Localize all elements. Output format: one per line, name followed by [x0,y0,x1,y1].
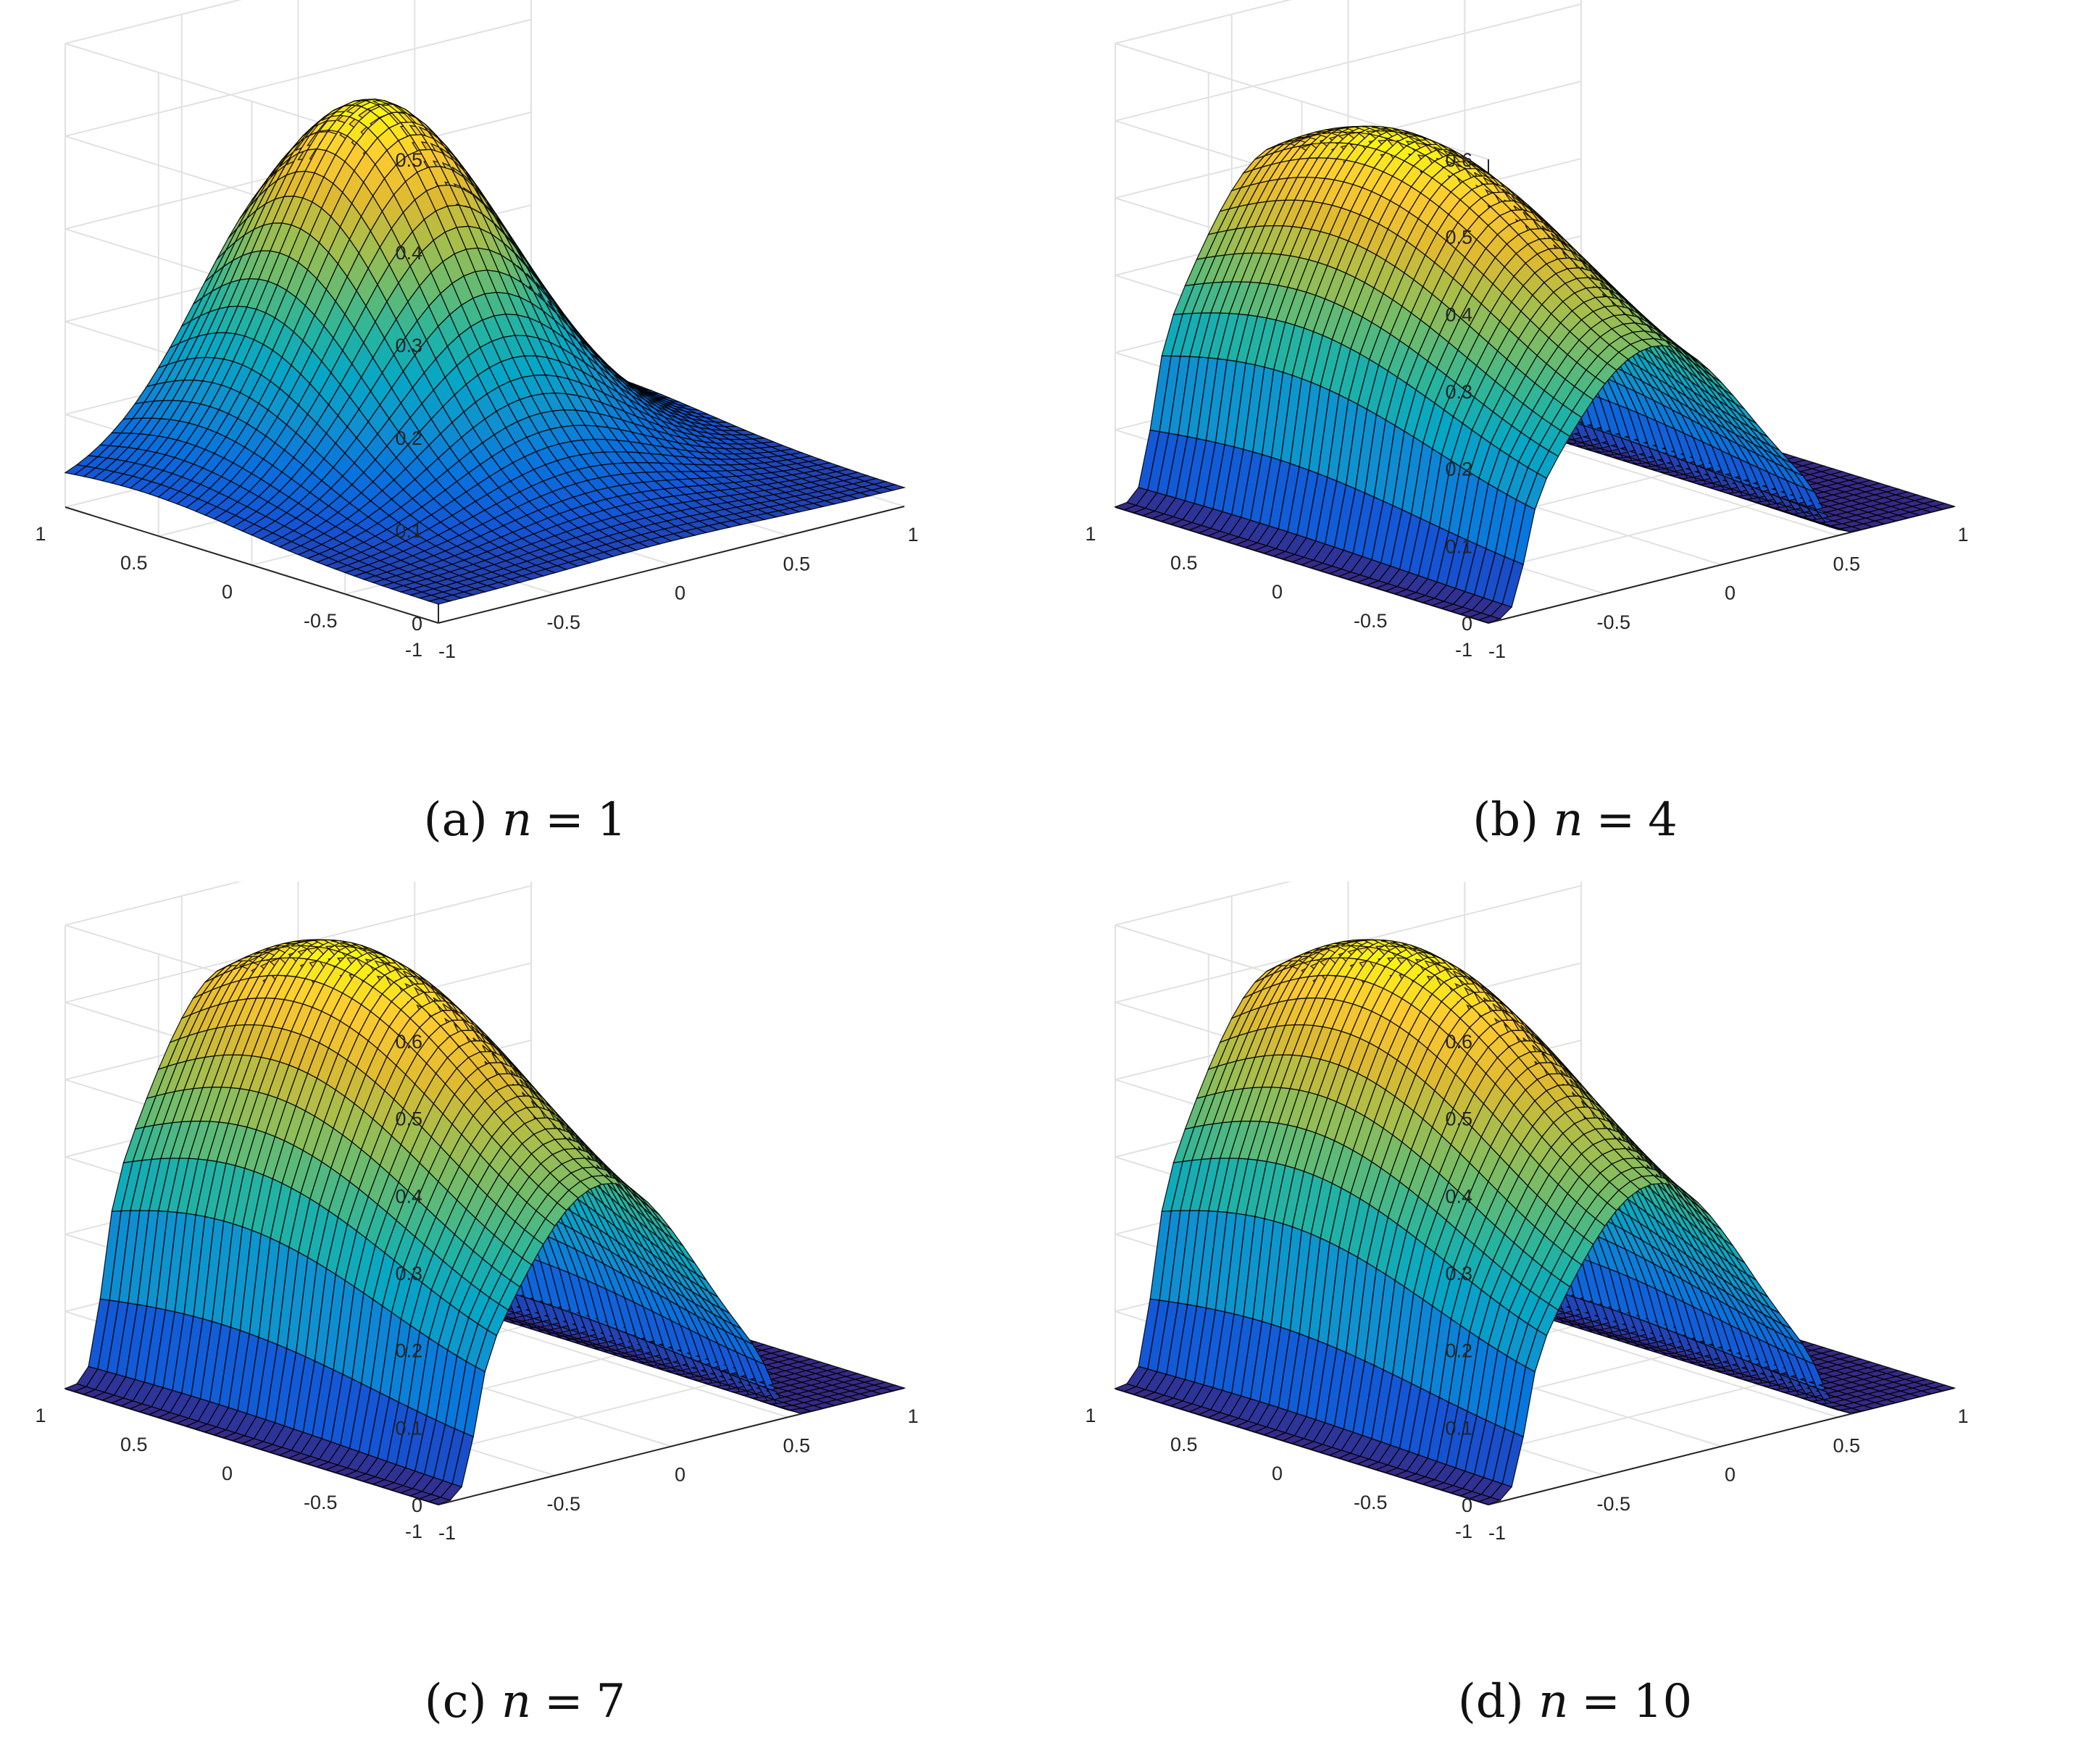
z-tick-label: 0.5 [1445,227,1472,248]
caption-value: 1 [596,793,627,847]
y-tick-label: 1 [35,1405,46,1426]
caption-variable: n [501,1675,532,1729]
caption-variable: n [502,793,533,847]
caption-variable: n [1553,793,1583,847]
x-tick-label: 1 [907,1405,918,1427]
z-tick-label: 0.2 [1445,459,1472,480]
subplot-b: 0 0.1 0.2 0.3 0.4 0.5 0.6 -1 -0.5 0 0.5 1 -1 -0.5 0 0.5… [1050,0,2100,882]
tick-labels: 0 0.1 0.2 0.3 0.4 0.5 0.6 -1 -0.5 0 0.5 1 -1 -0.5 0 0.5… [1085,149,1968,662]
z-tick-label: 0 [412,1495,422,1516]
x-tick-label: 0.5 [1833,553,1861,574]
z-tick-label: 0 [412,613,422,635]
y-tick-label: -0.5 [1354,610,1388,632]
y-tick-label: -0.5 [304,610,338,632]
x-tick-label: -0.5 [547,1493,581,1515]
surface [1114,125,1957,624]
y-tick-label: 0 [1272,581,1283,603]
x-tick-label: -0.5 [547,611,581,633]
caption-value: 7 [596,1675,626,1729]
z-tick-label: 0.4 [1445,304,1472,325]
z-tick-label: 0.1 [395,1417,422,1439]
y-axis-line [64,506,439,624]
surface-facet [881,484,907,491]
x-tick-label: -1 [1488,640,1506,662]
tick-labels: 0 0.1 0.2 0.3 0.4 0.5 0.6 -1 -0.5 0 0.5 1 -1 -0.5 0 0.5… [35,1031,918,1544]
y-tick-label: -1 [405,1521,422,1542]
surface-plot-a: 0 0.1 0.2 0.3 0.4 0.5 -1 -0.5 0 0.5 1 -1 -0.5 0 0.5 1 [35,0,919,662]
caption-label: (c) [424,1675,487,1729]
surface-facet [881,1384,907,1392]
x-tick-label: 1 [907,524,918,545]
y-tick-label: 0.5 [120,1434,148,1455]
caption-label: (a) [423,793,488,847]
z-tick-label: 0.1 [1445,535,1472,557]
y-tick-label: 0.5 [120,552,148,574]
x-tick-label: 0 [1725,582,1736,604]
z-tick-label: 0.3 [1445,381,1472,403]
x-axis-line [438,506,905,624]
gridline-z [64,882,242,926]
caption-equals: = [544,1675,583,1729]
caption-label: (b) [1472,793,1539,847]
z-tick-label: 0.4 [395,1185,422,1207]
caption-value: 4 [1648,793,1678,847]
y-tick-label: -0.5 [304,1492,338,1513]
tick-labels: 0 0.1 0.2 0.3 0.4 0.5 -1 -0.5 0 0.5 1 -1 -0.5 0 0.5 1 [35,149,918,662]
y-tick-label: 0 [222,581,233,603]
z-tick-label: 0.2 [395,1340,422,1362]
z-tick-label: 0.6 [1445,149,1472,171]
x-tick-label: -1 [438,640,456,662]
z-tick-label: 0.2 [395,427,422,449]
caption-c: (c) n = 7 [0,1675,1050,1729]
y-tick-label: 0 [222,1463,233,1484]
surface-plot-b: 0 0.1 0.2 0.3 0.4 0.5 0.6 -1 -0.5 0 0.5 1 -1 -0.5 0 0.5… [1085,0,1969,662]
surface-facet [1931,503,1957,510]
y-tick-label: 1 [1085,523,1096,545]
x-tick-label: 0 [675,582,686,604]
caption-equals: = [545,793,584,847]
y-tick-label: -1 [405,639,422,661]
caption-b: (b) n = 4 [1050,793,2100,847]
subplot-d: 0 0.1 0.2 0.3 0.4 0.5 0.6 -1 -0.5 0 0.5 1 -1 -0.5 0 0.5… [1050,882,2100,1763]
surface [64,939,907,1505]
z-tick-label: 0.4 [395,242,422,264]
z-tick-label: 0.5 [395,149,422,171]
y-tick-label: 1 [35,523,46,545]
y-tick-label: 0.5 [1170,552,1198,574]
z-tick-label: 0.3 [395,335,422,356]
z-tick-label: 0.5 [395,1108,422,1130]
surface-plot-d: 00.10.20.30.40.50.6-1-0.500.51-1-0.500.5… [1085,882,1969,1544]
gridline-z [1114,0,1292,44]
z-tick-label: 0 [1462,613,1472,635]
gridline-z [64,0,242,44]
surface-plot-c: 0 0.1 0.2 0.3 0.4 0.5 0.6 -1 -0.5 0 0.5 1 -1 -0.5 0 0.5… [35,882,919,1544]
x-tick-label: 0.5 [783,553,811,574]
subplot-c: 0 0.1 0.2 0.3 0.4 0.5 0.6 -1 -0.5 0 0.5 1 -1 -0.5 0 0.5… [0,882,1050,1763]
z-tick-label: 0.3 [395,1263,422,1284]
z-tick-label: 0.6 [395,1031,422,1053]
x-tick-label: 0.5 [783,1434,811,1456]
x-tick-label: 0 [675,1464,686,1486]
surface [64,99,907,605]
caption-a: (a) n = 1 [0,793,1050,847]
x-tick-label: 1 [1957,524,1968,545]
z-tick-label: 0.1 [395,520,422,542]
subplot-a: 0 0.1 0.2 0.3 0.4 0.5 -1 -0.5 0 0.5 1 -1 -0.5 0 0.5 1 (… [0,0,1050,882]
y-tick-label: -1 [1455,639,1472,661]
x-tick-label: -1 [438,1522,456,1544]
x-tick-label: -0.5 [1597,611,1631,633]
caption-equals: = [1596,793,1636,847]
